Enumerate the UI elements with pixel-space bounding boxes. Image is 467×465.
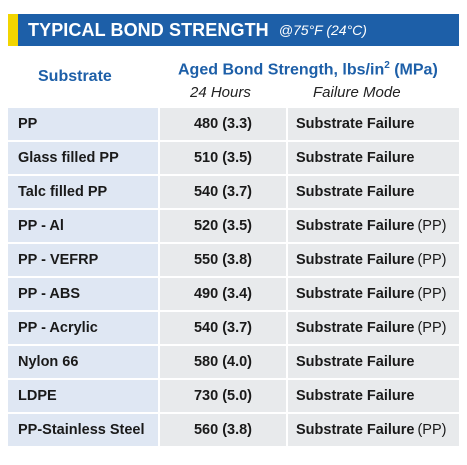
header-aged-suffix: (MPa) <box>389 61 438 79</box>
header-failure-mode: Failure Mode <box>313 84 401 101</box>
failure-mode-text: Substrate Failure <box>296 354 415 370</box>
failure-mode-note: (PP) <box>417 286 447 302</box>
header-aged-sup: 2 <box>384 60 390 71</box>
failure-mode-cell: Substrate Failure <box>288 380 459 412</box>
table-header: Substrate Aged Bond Strength, lbs/in2 (M… <box>8 60 459 106</box>
header-24-hours: 24 Hours <box>190 84 251 101</box>
failure-mode-note: (PP) <box>417 252 447 268</box>
table-row: PP-Stainless Steel 560 (3.8) Substrate F… <box>8 414 459 446</box>
failure-mode-text: Substrate Failure <box>296 388 415 404</box>
strength-cell: 730 (5.0) <box>160 380 286 412</box>
table-row: PP - Al 520 (3.5) Substrate Failure (PP) <box>8 210 459 242</box>
test-condition: @75°F (24°C) <box>278 22 367 38</box>
substrate-cell: PP - ABS <box>8 278 158 310</box>
failure-mode-note: (PP) <box>417 320 447 336</box>
header-substrate: Substrate <box>38 68 112 85</box>
failure-mode-cell: Substrate Failure (PP) <box>288 414 459 446</box>
failure-mode-text: Substrate Failure <box>296 422 415 438</box>
failure-mode-text: Substrate Failure <box>296 286 415 302</box>
strength-cell: 520 (3.5) <box>160 210 286 242</box>
strength-cell: 490 (3.4) <box>160 278 286 310</box>
failure-mode-text: Substrate Failure <box>296 218 415 234</box>
failure-mode-cell: Substrate Failure <box>288 346 459 378</box>
strength-cell: 540 (3.7) <box>160 312 286 344</box>
strength-cell: 510 (3.5) <box>160 142 286 174</box>
failure-mode-text: Substrate Failure <box>296 252 415 268</box>
failure-mode-cell: Substrate Failure (PP) <box>288 278 459 310</box>
strength-cell: 580 (4.0) <box>160 346 286 378</box>
table-row: Nylon 66 580 (4.0) Substrate Failure <box>8 346 459 378</box>
table-row: PP - Acrylic 540 (3.7) Substrate Failure… <box>8 312 459 344</box>
failure-mode-cell: Substrate Failure <box>288 108 459 140</box>
table-row: LDPE 730 (5.0) Substrate Failure <box>8 380 459 412</box>
substrate-cell: PP - Acrylic <box>8 312 158 344</box>
substrate-cell: Nylon 66 <box>8 346 158 378</box>
failure-mode-note: (PP) <box>417 422 447 438</box>
table-row: PP - ABS 490 (3.4) Substrate Failure (PP) <box>8 278 459 310</box>
strength-cell: 540 (3.7) <box>160 176 286 208</box>
strength-cell: 480 (3.3) <box>160 108 286 140</box>
title-bar: TYPICAL BOND STRENGTH @75°F (24°C) <box>8 14 459 46</box>
strength-cell: 550 (3.8) <box>160 244 286 276</box>
substrate-cell: LDPE <box>8 380 158 412</box>
substrate-cell: PP - Al <box>8 210 158 242</box>
failure-mode-text: Substrate Failure <box>296 116 415 132</box>
failure-mode-cell: Substrate Failure (PP) <box>288 312 459 344</box>
substrate-cell: Glass filled PP <box>8 142 158 174</box>
header-aged-prefix: Aged Bond Strength, lbs/in <box>178 61 385 79</box>
failure-mode-note: (PP) <box>417 218 447 234</box>
failure-mode-text: Substrate Failure <box>296 150 415 166</box>
table-title: TYPICAL BOND STRENGTH <box>28 19 269 40</box>
header-aged-bond-strength: Aged Bond Strength, lbs/in2 (MPa) <box>178 60 438 79</box>
failure-mode-text: Substrate Failure <box>296 320 415 336</box>
failure-mode-cell: Substrate Failure (PP) <box>288 244 459 276</box>
failure-mode-cell: Substrate Failure <box>288 142 459 174</box>
failure-mode-cell: Substrate Failure <box>288 176 459 208</box>
title-accent-stripe <box>8 14 18 46</box>
table-row: Talc filled PP 540 (3.7) Substrate Failu… <box>8 176 459 208</box>
substrate-cell: PP - VEFRP <box>8 244 158 276</box>
failure-mode-cell: Substrate Failure (PP) <box>288 210 459 242</box>
substrate-cell: PP <box>8 108 158 140</box>
table-row: PP - VEFRP 550 (3.8) Substrate Failure (P… <box>8 244 459 276</box>
failure-mode-text: Substrate Failure <box>296 184 415 200</box>
table-body: PP 480 (3.3) Substrate Failure Glass fil… <box>8 108 459 448</box>
substrate-cell: Talc filled PP <box>8 176 158 208</box>
table-row: Glass filled PP 510 (3.5) Substrate Fail… <box>8 142 459 174</box>
substrate-cell: PP-Stainless Steel <box>8 414 158 446</box>
strength-cell: 560 (3.8) <box>160 414 286 446</box>
table-row: PP 480 (3.3) Substrate Failure <box>8 108 459 140</box>
